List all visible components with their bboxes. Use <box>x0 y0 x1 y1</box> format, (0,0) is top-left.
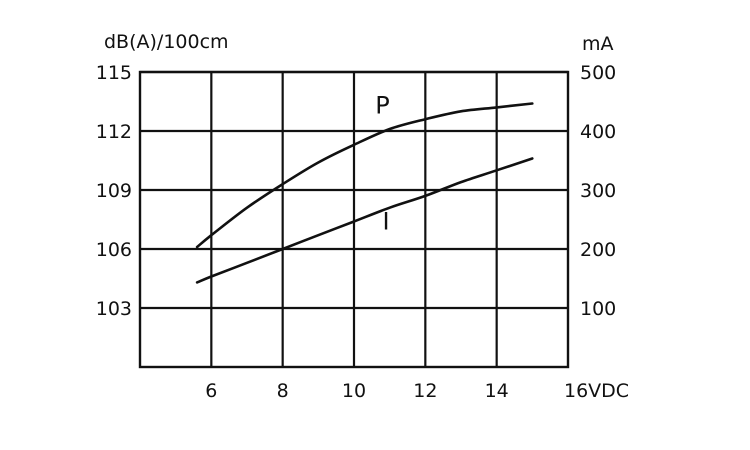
y-left-tick-label: 115 <box>96 62 132 84</box>
y-right-tick-label: 100 <box>580 298 616 320</box>
x-tick-label: 8 <box>277 380 289 402</box>
x-tick-label: 6 <box>205 380 217 402</box>
x-tick-label: 10 <box>342 380 366 402</box>
series-line-i <box>195 157 534 284</box>
y-right-tick-label: 500 <box>580 62 616 84</box>
series-lines <box>195 102 534 284</box>
y-left-tick-label: 106 <box>96 239 132 261</box>
series-line-p <box>195 102 534 249</box>
x-tick-label: 12 <box>413 380 437 402</box>
series-label-p: P <box>375 91 389 119</box>
axis-text: dB(A)/100cm mA P I 6 8 10 12 14 16VDC 103 106 109 1… <box>96 31 629 402</box>
y-left-axis-label: dB(A)/100cm <box>104 31 229 53</box>
x-tick-label: 14 <box>485 380 509 402</box>
x-axis-end-label: 16VDC <box>564 380 629 402</box>
y-left-tick-label: 103 <box>96 298 132 320</box>
y-right-tick-label: 400 <box>580 121 616 143</box>
y-right-axis-label: mA <box>582 33 614 55</box>
series-label-i: I <box>383 207 390 235</box>
y-right-tick-label: 200 <box>580 239 616 261</box>
plot-frame <box>138 70 570 369</box>
y-left-tick-label: 112 <box>96 121 132 143</box>
y-right-tick-label: 300 <box>580 180 616 202</box>
grid <box>140 70 568 367</box>
plot-border <box>138 70 570 369</box>
y-left-tick-label: 109 <box>96 180 132 202</box>
